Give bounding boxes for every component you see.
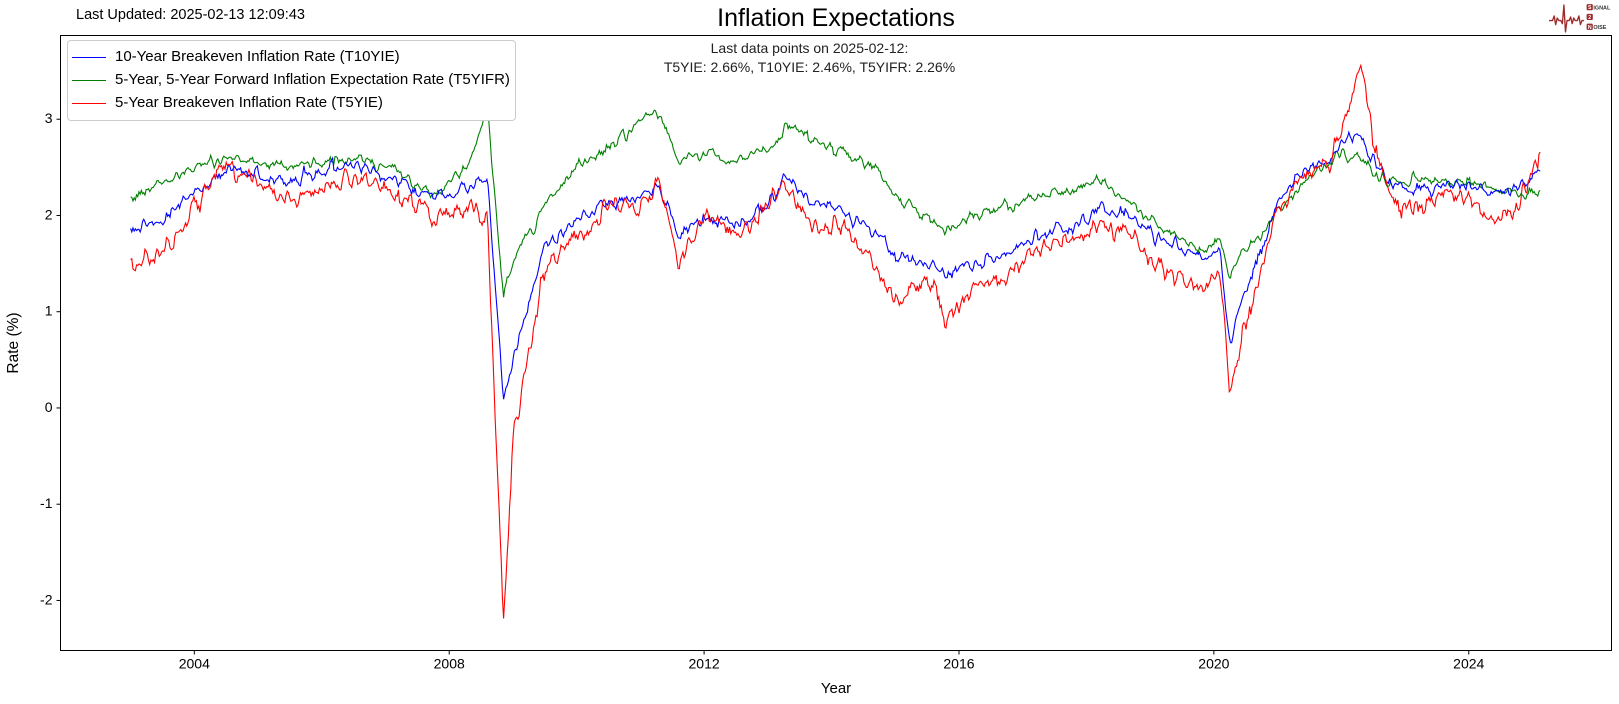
svg-text:1: 1 xyxy=(45,303,53,319)
svg-text:2: 2 xyxy=(45,206,53,222)
svg-text:IGNAL: IGNAL xyxy=(1593,6,1611,12)
svg-text:OISE: OISE xyxy=(1593,25,1606,31)
svg-text:0: 0 xyxy=(45,399,53,415)
svg-text:2008: 2008 xyxy=(434,656,465,672)
svg-text:-2: -2 xyxy=(40,591,53,607)
svg-text:3: 3 xyxy=(45,110,53,126)
svg-text:2012: 2012 xyxy=(689,656,720,672)
svg-text:2004: 2004 xyxy=(179,656,210,672)
svg-text:2: 2 xyxy=(1588,15,1591,21)
svg-text:2016: 2016 xyxy=(943,656,974,672)
svg-text:-1: -1 xyxy=(40,495,53,511)
svg-text:N: N xyxy=(1588,25,1592,31)
svg-text:S: S xyxy=(1588,5,1592,11)
svg-text:2024: 2024 xyxy=(1453,656,1484,672)
svg-text:2020: 2020 xyxy=(1198,656,1229,672)
